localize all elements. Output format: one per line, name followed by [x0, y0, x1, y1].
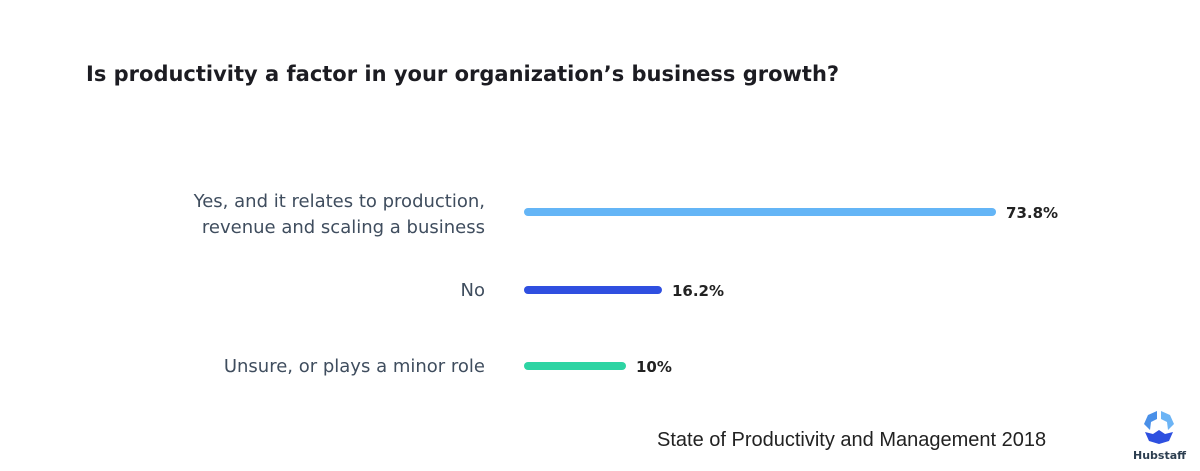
category-label: Yes, and it relates to production,: [193, 191, 485, 212]
source-caption: State of Productivity and Management 201…: [657, 429, 1047, 451]
value-label: 73.8%: [1006, 204, 1058, 222]
value-label: 10%: [636, 358, 672, 376]
value-label: 16.2%: [672, 282, 724, 300]
hubstaff-logo-icon: [1144, 411, 1174, 444]
hubstaff-logo: Hubstaff: [1133, 410, 1187, 462]
category-label: revenue and scaling a business: [202, 217, 485, 238]
logo-text: Hubstaff: [1133, 449, 1187, 462]
chart-title: Is productivity a factor in your organiz…: [86, 62, 840, 86]
category-label: Unsure, or plays a minor role: [224, 356, 485, 377]
category-label: No: [461, 280, 485, 301]
